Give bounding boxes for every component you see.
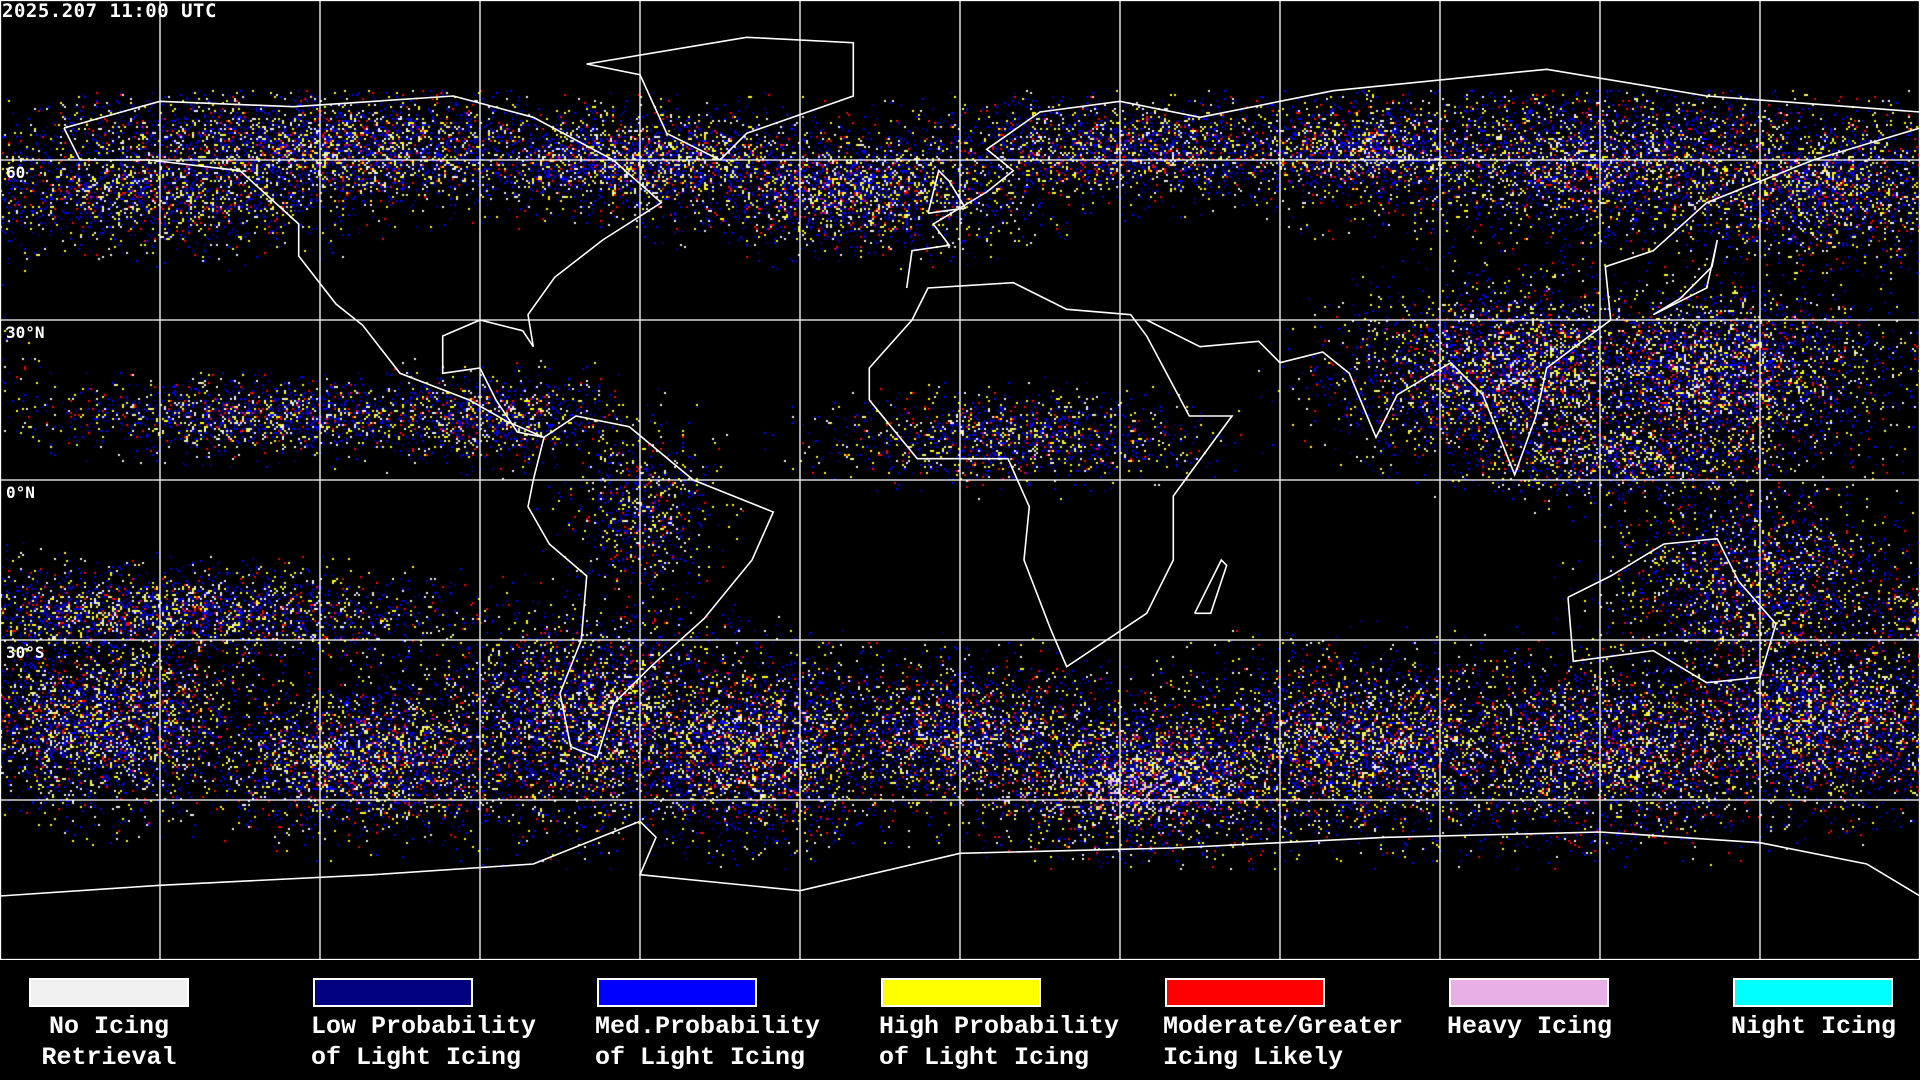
legend-swatch [1449,978,1609,1007]
legend-label: No Icing Retrieval [41,1012,177,1072]
legend-label: Low Probability of Light Icing [311,1012,537,1072]
coastline [1146,127,1920,477]
legend-moderate-greater: Moderate/Greater Icing Likely [1163,978,1404,1073]
legend-low-probability: Low Probability of Light Icing [311,978,537,1073]
coastline [905,68,1920,289]
legend-label: Heavy Icing [1447,1012,1613,1041]
legend-label: Night Icing [1731,1012,1897,1041]
map-overlay [0,0,1920,960]
icing-map [0,0,1920,960]
legend-swatch [1733,978,1893,1007]
coastline [868,281,1234,668]
lat-label-60n: 60 [6,163,26,182]
legend-swatch [29,978,189,1007]
legend-night-icing: Night Icing [1731,978,1897,1042]
lat-label-30s: 30°S [6,643,45,662]
legend-swatch [313,978,473,1007]
lat-label-30n: 30°N [6,323,45,342]
lat-lon-grid [0,0,1920,960]
coastline [527,415,775,759]
timestamp: 2025.207 11:00 UTC [2,0,217,22]
legend-label: Moderate/Greater Icing Likely [1163,1012,1404,1072]
legend: No Icing Retrieval Low Probability of Li… [0,960,1920,1080]
legend-swatch [1165,978,1325,1007]
coastline [1193,558,1228,615]
coastline [586,36,855,161]
legend-no-icing-retrieval: No Icing Retrieval [27,978,191,1073]
coastline [927,169,967,215]
legend-heavy-icing: Heavy Icing [1447,978,1613,1042]
coastline [63,95,663,439]
legend-med-probability: Med.Probability of Light Icing [595,978,821,1073]
coastline [1652,239,1719,316]
lat-label-0n: 0°N [6,483,35,502]
coastlines [0,36,1920,897]
coastline [1567,537,1777,684]
legend-label: High Probability of Light Icing [879,1012,1120,1072]
legend-swatch [881,978,1041,1007]
legend-high-probability: High Probability of Light Icing [879,978,1120,1073]
legend-swatch [597,978,757,1007]
legend-label: Med.Probability of Light Icing [595,1012,821,1072]
